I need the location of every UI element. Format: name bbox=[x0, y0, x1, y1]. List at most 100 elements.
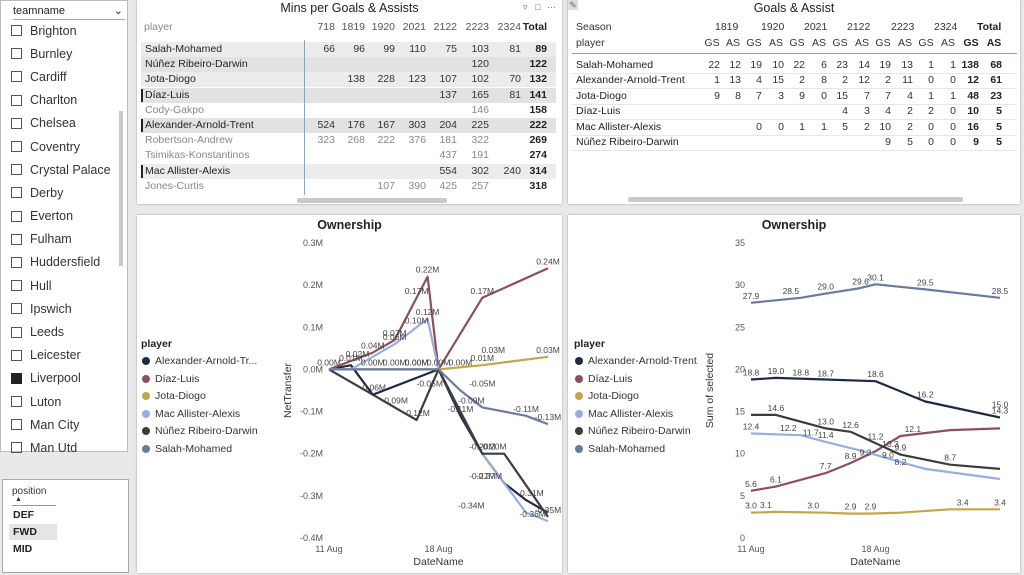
edit-icon[interactable]: ✎ bbox=[568, 0, 578, 10]
slicer-item[interactable]: Burnley bbox=[11, 42, 119, 65]
cell-player: Díaz-Luis bbox=[576, 105, 621, 118]
table-row[interactable] bbox=[141, 133, 556, 149]
checkbox[interactable] bbox=[11, 280, 22, 292]
legend-title: player bbox=[574, 338, 605, 350]
data-label: 0.02M bbox=[346, 349, 370, 359]
checkbox[interactable] bbox=[11, 326, 22, 338]
slicer-item[interactable]: Crystal Palace bbox=[11, 158, 119, 181]
table-row[interactable] bbox=[141, 72, 556, 88]
cell-value: 103 bbox=[471, 43, 489, 55]
slicer-item-label: Coventry bbox=[30, 139, 81, 154]
table-row[interactable] bbox=[141, 102, 556, 118]
checkbox[interactable] bbox=[11, 442, 22, 454]
legend-item[interactable]: Mac Allister-Alexis bbox=[142, 408, 240, 420]
legend-dot-icon bbox=[575, 409, 583, 418]
slicer-item[interactable]: Man Utd bbox=[11, 436, 119, 459]
cell-value: 12 bbox=[967, 74, 979, 87]
checkbox[interactable] bbox=[11, 117, 22, 129]
legend-item[interactable]: Núñez Ribeiro-Darwin bbox=[142, 425, 258, 437]
checkbox[interactable] bbox=[11, 210, 22, 222]
table-row[interactable] bbox=[572, 150, 1017, 151]
legend-item[interactable]: Mac Allister-Alexis bbox=[575, 408, 673, 420]
slicer-item[interactable]: Ipswich bbox=[11, 297, 119, 320]
slicer-item[interactable]: Cardiff bbox=[11, 65, 119, 88]
table-row[interactable] bbox=[141, 118, 556, 133]
slicer-item[interactable]: Leicester bbox=[11, 344, 119, 367]
slicer-item[interactable]: Charlton bbox=[11, 89, 119, 112]
legend-dot-icon bbox=[142, 374, 150, 383]
legend-item[interactable]: Núñez Ribeiro-Darwin bbox=[575, 425, 691, 437]
checkbox[interactable] bbox=[11, 187, 22, 199]
slicer-item-label: Burnley bbox=[30, 46, 73, 61]
slicer-item[interactable]: Liverpool bbox=[11, 367, 119, 390]
checkbox[interactable] bbox=[11, 141, 22, 153]
legend-item[interactable]: Salah-Mohamed bbox=[142, 443, 232, 455]
chevron-down-icon[interactable]: ⌄ bbox=[113, 5, 123, 17]
cell-value: 68 bbox=[990, 59, 1002, 71]
cell-value: 2 bbox=[799, 74, 805, 87]
column-header: 1920 bbox=[371, 21, 395, 33]
legend-item[interactable]: Alexander-Arnold-Tr... bbox=[142, 355, 257, 367]
team-slicer-scrollbar[interactable] bbox=[119, 111, 123, 266]
legend-item[interactable]: Díaz-Luis bbox=[575, 373, 632, 385]
checkbox[interactable] bbox=[11, 396, 22, 408]
legend-label: Jota-Diogo bbox=[588, 390, 639, 402]
cell-value: 1 bbox=[928, 59, 934, 71]
slicer-item[interactable]: Luton bbox=[11, 390, 119, 413]
slicer-item[interactable]: Fulham bbox=[11, 228, 119, 251]
position-item[interactable]: DEF bbox=[13, 509, 34, 521]
table-row[interactable] bbox=[141, 148, 556, 164]
table-row[interactable] bbox=[572, 73, 1017, 74]
legend-item[interactable]: Alexander-Arnold-Trent bbox=[575, 355, 697, 367]
y-tick-label: 0.2M bbox=[303, 280, 323, 290]
legend-item[interactable]: Jota-Diogo bbox=[142, 390, 206, 402]
team-slicer-header[interactable]: teamname ⌄ bbox=[13, 5, 125, 20]
legend-item[interactable]: Jota-Diogo bbox=[575, 390, 639, 402]
slicer-item[interactable]: Brighton bbox=[11, 19, 119, 42]
goals-assist-hscrollbar[interactable] bbox=[628, 197, 963, 202]
slicer-item[interactable]: Huddersfield bbox=[11, 251, 119, 274]
cell-value: 120 bbox=[471, 58, 489, 71]
slicer-item[interactable]: Coventry bbox=[11, 135, 119, 158]
checkbox[interactable] bbox=[11, 419, 22, 431]
sort-ascending-icon[interactable]: ▲ bbox=[15, 496, 22, 503]
checkbox[interactable] bbox=[11, 256, 22, 268]
filter-icon[interactable]: ▿ bbox=[523, 2, 528, 12]
table-row[interactable] bbox=[141, 87, 556, 103]
slicer-item[interactable]: Chelsea bbox=[11, 112, 119, 135]
checkbox[interactable] bbox=[11, 48, 22, 60]
slicer-item[interactable]: Leeds bbox=[11, 320, 119, 343]
checkbox[interactable] bbox=[11, 372, 22, 384]
legend-item[interactable]: Salah-Mohamed bbox=[575, 443, 665, 455]
data-label: -0.20M bbox=[469, 442, 495, 452]
table-row[interactable] bbox=[141, 42, 556, 57]
focus-mode-icon[interactable]: □ bbox=[535, 2, 541, 12]
cell-value: 4 bbox=[756, 74, 762, 87]
checkbox[interactable] bbox=[11, 94, 22, 106]
table-row[interactable] bbox=[572, 134, 1017, 136]
row-selection-marker bbox=[141, 164, 143, 178]
checkbox[interactable] bbox=[11, 303, 22, 315]
checkbox[interactable] bbox=[11, 71, 22, 83]
cell-value: 1 bbox=[928, 89, 934, 102]
table-row[interactable] bbox=[141, 57, 556, 73]
slicer-item[interactable]: Derby bbox=[11, 181, 119, 204]
mins-table-hscrollbar[interactable] bbox=[297, 198, 447, 203]
slicer-item[interactable]: Hull bbox=[11, 274, 119, 297]
checkbox[interactable] bbox=[11, 25, 22, 37]
table-row[interactable] bbox=[572, 88, 1017, 90]
legend-item[interactable]: Díaz-Luis bbox=[142, 373, 199, 385]
checkbox[interactable] bbox=[11, 233, 22, 245]
table-row[interactable] bbox=[141, 178, 556, 194]
checkbox[interactable] bbox=[11, 349, 22, 361]
slicer-item[interactable]: Man City bbox=[11, 413, 119, 436]
slicer-item[interactable]: Everton bbox=[11, 205, 119, 228]
checkbox[interactable] bbox=[11, 164, 22, 176]
table-row[interactable] bbox=[572, 119, 1017, 121]
table-row[interactable] bbox=[141, 163, 556, 179]
position-item[interactable]: MID bbox=[13, 543, 33, 555]
cell-player: Núñez Ribeiro-Darwin bbox=[145, 58, 248, 71]
more-options-icon[interactable]: ··· bbox=[547, 2, 556, 12]
table-row[interactable] bbox=[572, 103, 1017, 105]
position-item[interactable]: FWD bbox=[9, 524, 57, 540]
